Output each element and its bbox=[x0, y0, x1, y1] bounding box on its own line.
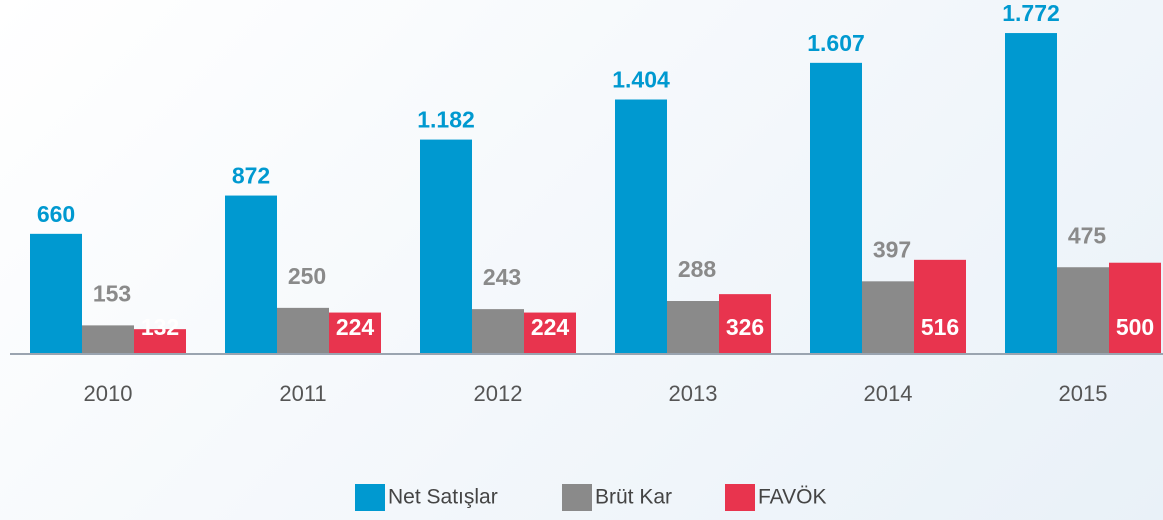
legend-swatch bbox=[562, 484, 592, 511]
data-label: 288 bbox=[678, 256, 717, 282]
data-label: 1.772 bbox=[1002, 0, 1060, 26]
x-tick-label: 2015 bbox=[1059, 381, 1108, 406]
bar bbox=[1005, 33, 1057, 354]
data-label: 153 bbox=[93, 280, 131, 306]
data-label: 250 bbox=[288, 263, 326, 289]
data-label: 475 bbox=[1068, 222, 1107, 248]
legend-swatch bbox=[355, 484, 385, 511]
bar bbox=[329, 312, 381, 353]
data-label: 243 bbox=[483, 264, 521, 290]
bar bbox=[225, 195, 277, 353]
x-tick-label: 2013 bbox=[669, 381, 718, 406]
bar bbox=[810, 62, 862, 353]
bar bbox=[82, 325, 134, 353]
x-tick-label: 2011 bbox=[279, 381, 326, 406]
legend-swatch bbox=[725, 484, 755, 511]
x-tick-label: 2012 bbox=[474, 381, 523, 406]
data-label: 500 bbox=[1116, 314, 1154, 340]
bar bbox=[277, 307, 329, 353]
bar bbox=[524, 312, 576, 353]
data-label: 660 bbox=[37, 201, 75, 227]
legend-label: FAVÖK bbox=[758, 486, 826, 509]
bar bbox=[914, 259, 966, 353]
data-label: 1.182 bbox=[417, 107, 475, 133]
bar bbox=[1057, 267, 1109, 353]
data-label: 326 bbox=[726, 314, 764, 340]
bar bbox=[134, 329, 186, 353]
bar bbox=[1109, 262, 1161, 353]
bar bbox=[719, 294, 771, 353]
data-label: 1.404 bbox=[612, 67, 670, 93]
data-label: 872 bbox=[232, 163, 270, 189]
bar bbox=[30, 233, 82, 353]
bar bbox=[667, 301, 719, 353]
data-label: 132 bbox=[141, 314, 179, 340]
legend-label: Brüt Kar bbox=[595, 486, 672, 509]
data-label: 397 bbox=[873, 236, 911, 262]
data-label: 224 bbox=[336, 314, 375, 340]
bar bbox=[862, 281, 914, 353]
x-tick-label: 2014 bbox=[864, 381, 913, 406]
legend-label: Net Satışlar bbox=[388, 486, 498, 509]
data-label: 1.607 bbox=[807, 30, 865, 56]
bar bbox=[420, 139, 472, 353]
bar bbox=[472, 309, 524, 353]
data-label: 516 bbox=[921, 314, 959, 340]
data-label: 224 bbox=[531, 314, 570, 340]
x-tick-label: 2010 bbox=[84, 381, 133, 406]
bar bbox=[615, 99, 667, 353]
